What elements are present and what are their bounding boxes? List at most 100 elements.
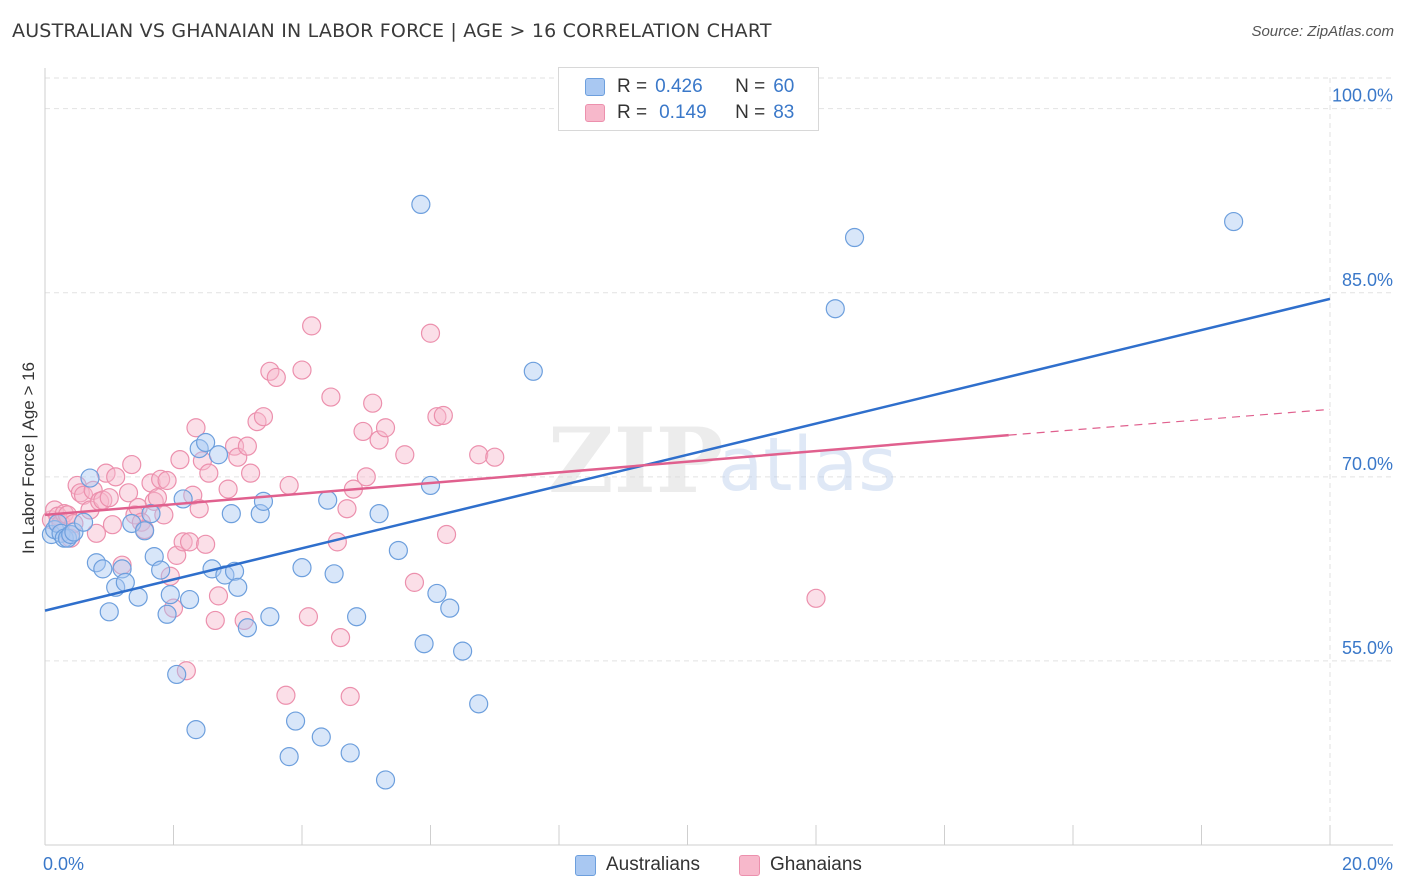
australians-swatch (585, 78, 605, 96)
australian-point (414, 634, 434, 654)
australian-point (1224, 211, 1244, 232)
australian-point (173, 489, 193, 509)
ghanaian-point (205, 610, 225, 631)
australian-point (250, 504, 270, 524)
x-tick-label: 0.0% (43, 854, 84, 874)
ghanaian-point (395, 445, 415, 465)
ghanaian-point (279, 475, 299, 496)
australian-point (388, 540, 408, 561)
ghanaian-point (427, 407, 447, 427)
ghanaians-legend-swatch (739, 854, 760, 876)
ghanaian-point (436, 524, 457, 545)
n-value: 83 (773, 102, 795, 123)
trend-lines (44, 297, 1331, 612)
ghanaian-point (189, 499, 209, 519)
ghanaian-point (122, 454, 142, 475)
ghanaian-point (151, 469, 171, 489)
ghanaian-point (247, 412, 267, 432)
ghanaian-point (253, 407, 274, 427)
ghanaian-point (469, 445, 489, 465)
ghanaian-point (228, 447, 248, 467)
australian-point (347, 607, 367, 627)
ghanaian-point (356, 467, 376, 487)
legend-item-australians[interactable]: Australians (575, 852, 700, 878)
australian-point (196, 432, 216, 453)
ghanaian-point (353, 421, 373, 442)
legend-item-ghanaians[interactable]: Ghanaians (739, 852, 862, 878)
ghanaians-trend-line (44, 433, 1009, 517)
y-tick-label: 70.0% (1342, 454, 1393, 474)
ghanaian-point (321, 387, 341, 407)
ghanaian-point (102, 515, 123, 535)
australian-point (324, 564, 344, 584)
ghanaian-point (241, 463, 261, 483)
ghanaian-point (83, 480, 103, 500)
australian-point (260, 607, 280, 627)
australian-point (453, 641, 473, 661)
australian-point (411, 194, 431, 215)
australian-point (825, 299, 845, 319)
ghanaian-point (330, 628, 351, 648)
ghanaian-point (404, 572, 425, 592)
australian-point (469, 694, 489, 714)
australian-point (73, 512, 94, 532)
n-value: 60 (773, 76, 795, 97)
ghanaian-point (276, 685, 296, 705)
ghanaian-point (118, 483, 139, 503)
australian-point (228, 577, 248, 597)
australian-point (375, 770, 396, 790)
stats-row-australians: R = 0.426 N = 60 (585, 75, 794, 99)
australian-point (134, 521, 155, 541)
australian-point (311, 727, 331, 747)
australian-point (167, 664, 187, 685)
r-label: R = (617, 76, 648, 97)
australian-point (157, 604, 177, 624)
australian-point (523, 361, 543, 381)
r-label: R = (617, 102, 648, 123)
ghanaian-point (157, 470, 177, 491)
axes (44, 68, 1393, 846)
australian-point (285, 711, 306, 731)
ghanaian-point (173, 532, 193, 552)
ghanaian-point (179, 532, 200, 552)
chart-title: AUSTRALIAN VS GHANAIAN IN LABOR FORCE | … (12, 20, 772, 42)
r-value: 0.426 (655, 76, 703, 97)
ghanaian-point (363, 393, 383, 413)
y-axis-label: In Labor Force | Age > 16 (19, 362, 38, 554)
australian-point (279, 747, 299, 767)
australian-point (93, 559, 113, 579)
australian-point (420, 475, 441, 496)
ghanaian-point (302, 316, 322, 336)
ghanaian-point (199, 463, 219, 483)
ghanaian-point (170, 450, 190, 470)
australian-point (151, 560, 171, 580)
y-tick-label: 55.0% (1342, 638, 1393, 658)
australian-point (208, 445, 229, 465)
ghanaian-point (298, 607, 319, 627)
australian-point (440, 598, 460, 618)
australians-trend-line (44, 297, 1331, 612)
australian-point (221, 504, 241, 524)
ghanaian-point (99, 488, 119, 508)
legend-label-australians: Australians (606, 854, 700, 875)
ghanaian-point (375, 418, 396, 438)
australian-point (186, 720, 206, 740)
australian-point (340, 743, 360, 763)
australian-point (427, 583, 447, 604)
ghanaian-point (340, 686, 360, 707)
australian-point (160, 585, 180, 605)
n-label: N = (735, 102, 766, 123)
ghanaian-point (86, 523, 107, 543)
tick-labels: 55.0% 70.0% 85.0% 100.0% 0.0% 20.0% In Labor F… (19, 86, 1393, 874)
ghanaian-point (237, 436, 257, 456)
ghanaian-point (176, 661, 196, 681)
ghanaians-swatch (585, 104, 605, 122)
ghanaians-trend-extension (1008, 408, 1331, 436)
chart-source: Source: ZipAtlas.com (1251, 23, 1394, 40)
y-tick-label: 85.0% (1342, 270, 1393, 290)
australian-point (292, 558, 312, 578)
australian-point (369, 504, 389, 524)
ghanaian-point (186, 418, 206, 438)
